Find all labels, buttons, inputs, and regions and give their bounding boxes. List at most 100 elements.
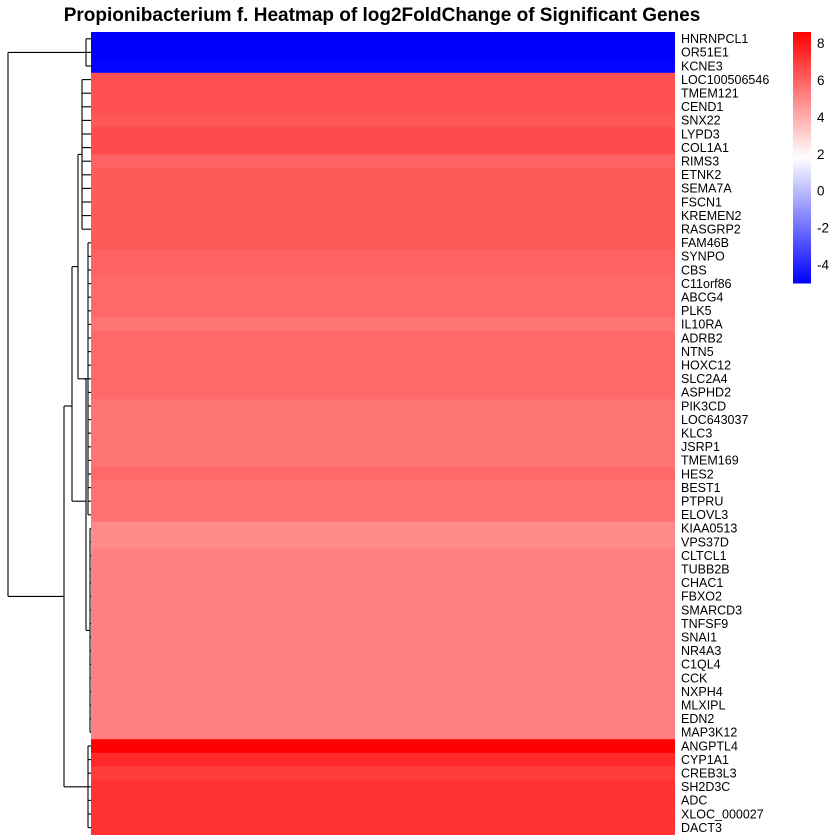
legend-color-step <box>793 147 811 151</box>
heatmap-cell <box>91 562 675 577</box>
row-label: LOC100506546 <box>681 73 769 87</box>
heatmap-cell <box>91 508 675 523</box>
heatmap-cell <box>91 521 675 536</box>
row-label: SNAI1 <box>681 631 717 645</box>
heatmap-cell <box>91 113 675 128</box>
row-label: LOC643037 <box>681 413 748 427</box>
legend-color-step <box>793 172 811 176</box>
heatmap-cell <box>91 276 675 291</box>
row-label: CCK <box>681 671 708 685</box>
legend-color-step <box>793 69 811 73</box>
row-label: ELOVL3 <box>681 508 728 522</box>
legend-tick-label: -4 <box>817 258 829 273</box>
row-label: PTPRU <box>681 495 723 509</box>
heatmap-cell <box>91 576 675 591</box>
legend-color-step <box>793 64 811 68</box>
chart-title: Propionibacterium f. Heatmap of log2Fold… <box>64 5 701 26</box>
heatmap-cell <box>91 671 675 686</box>
legend-color-step <box>793 192 811 196</box>
legend-color-step <box>793 44 811 48</box>
legend-color-step <box>793 265 811 269</box>
legend-color-step <box>793 195 811 199</box>
row-label: SMARCD3 <box>681 603 742 617</box>
row-label: RASGRP2 <box>681 223 741 237</box>
legend-color-step <box>793 255 811 259</box>
heatmap-cells <box>91 32 675 835</box>
legend-color-step <box>793 217 811 221</box>
legend-color-step <box>793 252 811 256</box>
heatmap-cell <box>91 154 675 169</box>
heatmap-cell <box>91 657 675 672</box>
legend-color-step <box>793 134 811 138</box>
heatmap-cell <box>91 684 675 699</box>
heatmap-cell <box>91 344 675 359</box>
legend-color-step <box>793 182 811 186</box>
heatmap-cell <box>91 644 675 659</box>
heatmap-cell <box>91 399 675 414</box>
legend-color-step <box>793 202 811 206</box>
row-label: CREB3L3 <box>681 767 737 781</box>
legend-color-step <box>793 107 811 111</box>
legend-color-step <box>793 190 811 194</box>
legend-color-step <box>793 112 811 116</box>
row-label: TMEM121 <box>681 87 739 101</box>
legend-color-step <box>793 87 811 91</box>
legend-color-step <box>793 94 811 98</box>
legend-color-step <box>793 54 811 58</box>
row-label: DACT3 <box>681 821 722 835</box>
row-dendrogram <box>7 38 91 829</box>
legend-color-step <box>793 72 811 76</box>
legend-color-step <box>793 37 811 41</box>
heatmap-cell <box>91 385 675 400</box>
legend-color-step <box>793 57 811 61</box>
row-label: ANGPTL4 <box>681 739 738 753</box>
heatmap-cell <box>91 712 675 727</box>
heatmap-cell <box>91 603 675 618</box>
heatmap-cell <box>91 793 675 808</box>
legend-color-step <box>793 245 811 249</box>
legend-color-step <box>793 197 811 201</box>
heatmap-cell <box>91 412 675 427</box>
heatmap-cell <box>91 630 675 645</box>
legend-color-step <box>793 220 811 224</box>
legend-color-step <box>793 277 811 281</box>
legend-color-step <box>793 157 811 161</box>
row-label: FAM46B <box>681 236 729 250</box>
row-label: COL1A1 <box>681 141 729 155</box>
heatmap-cell <box>91 807 675 822</box>
legend-color-step <box>793 222 811 226</box>
heatmap-cell <box>91 263 675 278</box>
legend-color-step <box>793 187 811 191</box>
legend-color-step <box>793 67 811 71</box>
legend-color-step <box>793 212 811 216</box>
legend-color-step <box>793 32 811 36</box>
row-label: FBXO2 <box>681 590 722 604</box>
legend-color-step <box>793 167 811 171</box>
legend-color-step <box>793 137 811 141</box>
legend-tick-label: 8 <box>817 36 825 51</box>
legend-tick-label: 4 <box>817 110 825 125</box>
row-label: OR51E1 <box>681 46 729 60</box>
row-label: TNFSF9 <box>681 617 728 631</box>
legend-tick-label: 2 <box>817 147 825 162</box>
row-label: SEMA7A <box>681 182 732 196</box>
color-legend: -4 -2 0 2 4 6 8 <box>793 32 829 284</box>
legend-color-step <box>793 47 811 51</box>
heatmap-cell <box>91 59 675 74</box>
heatmap-cell <box>91 739 675 754</box>
row-label: JSRP1 <box>681 440 720 454</box>
legend-color-step <box>793 205 811 209</box>
heatmap-cell <box>91 752 675 767</box>
legend-color-step <box>793 49 811 53</box>
heatmap-cell <box>91 780 675 795</box>
heatmap-cell <box>91 358 675 373</box>
heatmap-cell <box>91 453 675 468</box>
row-label: MAP3K12 <box>681 726 737 740</box>
heatmap-cell <box>91 208 675 223</box>
legend-color-step <box>793 129 811 133</box>
heatmap-cell <box>91 426 675 441</box>
row-label: CEND1 <box>681 100 723 114</box>
legend-color-step <box>793 260 811 264</box>
row-label: CYP1A1 <box>681 753 729 767</box>
legend-color-step <box>793 280 811 284</box>
